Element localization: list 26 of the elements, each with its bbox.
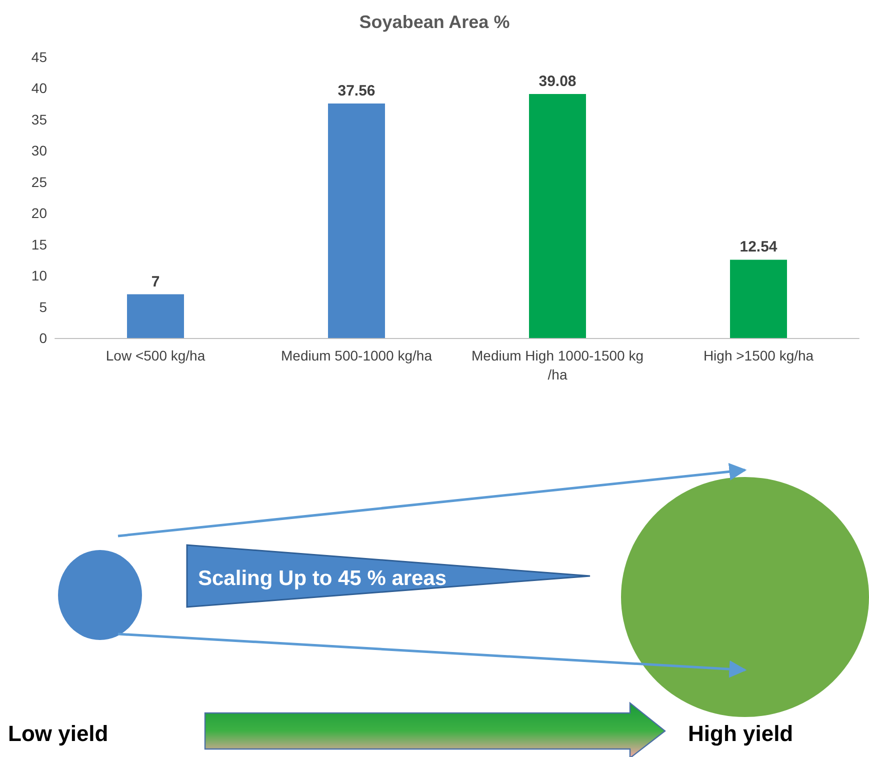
bar [529,94,586,338]
y-tick-label: 0 [39,330,48,346]
text: High yield [688,721,794,746]
y-tick-label: 40 [31,80,48,96]
x-tick-label: Medium 500-1000 kg/ha [281,348,432,364]
data-label: 39.08 [538,72,576,90]
bar [328,103,385,338]
x-tick-label: Low <500 kg/ha [106,348,206,364]
y-tick-label: 30 [31,142,48,159]
y-tick-label: 5 [39,298,48,315]
y-tick-label: 35 [31,111,48,128]
text: Low yield [8,721,108,746]
bar [127,294,184,338]
data-label: 12.54 [740,238,778,256]
y-tick-label: 20 [31,205,48,222]
chart-title: Soyabean Area % [359,12,510,32]
bar [730,260,787,338]
x-tick-label: Medium High 1000-1500 kg/ha [472,348,644,382]
data-label: 37.56 [338,82,376,100]
y-tick-label: 45 [31,49,48,65]
data-label: 7 [151,273,160,290]
text: Scaling Up to 45 % areas [198,567,447,590]
x-tick-label: High >1500 kg/ha [703,348,814,364]
y-tick-label: 10 [31,268,48,284]
y-tick-label: 15 [31,236,48,252]
y-tick-label: 25 [31,174,48,190]
